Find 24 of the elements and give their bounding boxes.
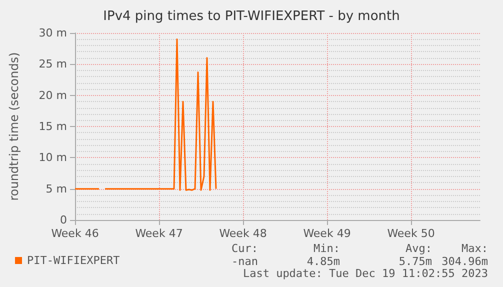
text: 4.85m xyxy=(306,255,340,268)
x-tick-label: Week 46 xyxy=(51,227,99,240)
x-tick-label: Week 47 xyxy=(135,227,183,240)
text: Last update: Tue Dec 19 11:02:55 2023 xyxy=(242,267,488,280)
y-tick-label: 0 xyxy=(60,214,67,226)
y-tick-label: 20 m xyxy=(38,88,67,102)
y-tick-label: 30 m xyxy=(38,26,67,40)
chart-title: IPv4 ping times to PIT-WIFIEXPERT - by month xyxy=(103,9,400,24)
text: -nan xyxy=(232,255,258,268)
y-tick-label: 5 m xyxy=(46,182,67,196)
x-tick-label: Week 49 xyxy=(303,227,351,240)
x-tick-label: Week 48 xyxy=(219,227,267,240)
legend-label: PIT-WIFIEXPERT xyxy=(27,254,120,267)
y-tick-label: 15 m xyxy=(38,120,67,133)
text: 304.96m xyxy=(442,255,488,268)
text: Min: xyxy=(314,242,340,255)
text: Avg: xyxy=(406,242,432,255)
y-tick-label: 10 m xyxy=(38,151,67,164)
x-tick-label: Week 50 xyxy=(387,227,435,240)
text: Max: xyxy=(462,242,488,255)
text: Cur: xyxy=(232,242,258,255)
y-axis-title: roundtrip time (seconds) xyxy=(7,52,21,201)
y-tick-label: 25 m xyxy=(38,58,67,71)
text: 5.75m xyxy=(398,255,432,268)
